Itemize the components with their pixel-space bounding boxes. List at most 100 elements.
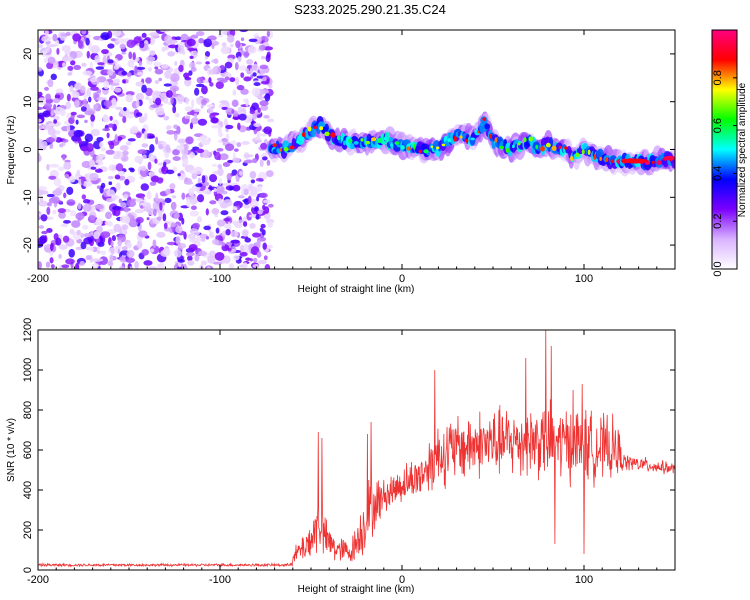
noise-blob — [162, 213, 167, 222]
noise-blob — [175, 235, 181, 245]
noise-blob — [183, 143, 189, 151]
noise-blob — [172, 87, 176, 96]
noise-blob — [147, 161, 152, 171]
noise-blob — [100, 250, 107, 256]
noise-blob — [124, 178, 130, 186]
signal-peak — [330, 132, 336, 138]
noise-blob — [244, 154, 254, 158]
noise-blob — [177, 259, 185, 263]
noise-blob — [53, 119, 58, 124]
noise-blob — [77, 202, 82, 210]
noise-blob — [156, 231, 166, 238]
noise-blob — [214, 151, 221, 161]
noise-blob — [125, 257, 136, 263]
noise-blob — [107, 59, 114, 64]
noise-blob — [146, 266, 157, 269]
noise-blob — [177, 44, 185, 54]
noise-blob — [107, 123, 114, 128]
noise-blob — [172, 105, 177, 114]
signal-mark — [311, 128, 316, 138]
noise-blob — [255, 177, 264, 182]
noise-blob — [82, 98, 88, 108]
noise-blob — [141, 248, 149, 256]
noise-blob — [229, 77, 236, 83]
noise-blob — [127, 59, 135, 68]
noise-blob — [134, 198, 144, 202]
noise-blob — [141, 143, 149, 148]
noise-blob — [161, 166, 166, 172]
noise-blob — [249, 258, 253, 262]
noise-blob — [259, 64, 268, 70]
noise-blob — [224, 143, 235, 152]
noise-blob — [53, 104, 57, 110]
noise-blob — [96, 249, 101, 254]
noise-blob — [82, 203, 92, 212]
noise-blob — [149, 143, 155, 153]
noise-blob — [105, 211, 112, 220]
noise-blob — [189, 122, 194, 130]
noise-blob — [155, 97, 162, 106]
noise-blob — [46, 216, 54, 220]
signal-peak — [430, 145, 434, 149]
signal-peak — [545, 142, 551, 148]
noise-blob — [103, 80, 110, 90]
noise-blob — [62, 235, 70, 243]
noise-blob — [242, 262, 248, 269]
noise-blob — [186, 38, 196, 47]
noise-blob — [256, 195, 260, 202]
noise-blob — [258, 185, 263, 193]
noise-blob — [62, 62, 66, 68]
noise-blob — [252, 63, 259, 72]
noise-blob — [109, 254, 114, 263]
noise-blob — [153, 91, 162, 96]
noise-blob — [97, 241, 105, 247]
noise-blob — [237, 195, 245, 199]
noise-blob — [124, 216, 131, 225]
noise-blob — [235, 40, 241, 49]
noise-blob — [125, 94, 134, 103]
noise-blob — [238, 170, 244, 176]
noise-blob — [106, 132, 110, 139]
noise-blob — [112, 205, 122, 211]
signal-peak — [388, 137, 394, 142]
noise-blob — [236, 205, 241, 211]
noise-blob — [113, 64, 120, 70]
spectrogram-marks — [38, 30, 675, 269]
noise-blob — [250, 187, 258, 196]
noise-blob — [58, 244, 68, 250]
signal-peak — [599, 156, 603, 161]
signal-peak — [459, 135, 463, 139]
noise-blob — [205, 208, 209, 216]
noise-blob — [89, 77, 98, 83]
noise-blob — [197, 118, 208, 126]
noise-blob — [148, 152, 154, 161]
noise-blob — [54, 39, 60, 47]
noise-blob — [248, 214, 258, 218]
noise-blob — [220, 46, 231, 55]
noise-blob — [41, 35, 52, 42]
noise-blob — [82, 70, 93, 76]
noise-blob — [198, 37, 205, 44]
noise-blob — [144, 87, 153, 97]
noise-blob — [58, 211, 66, 219]
noise-blob — [170, 73, 180, 83]
noise-blob — [111, 235, 117, 242]
noise-blob — [182, 158, 189, 166]
noise-blob — [242, 229, 249, 237]
noise-blob — [100, 32, 110, 41]
noise-blob — [104, 221, 109, 226]
noise-blob — [201, 85, 208, 95]
noise-blob — [208, 231, 214, 238]
noise-blob — [115, 182, 121, 191]
noise-blob — [108, 247, 118, 255]
signal-peak — [558, 145, 562, 149]
noise-blob — [139, 40, 145, 49]
signal-peak — [505, 147, 510, 153]
noise-blob — [216, 147, 224, 152]
signal-peak — [604, 157, 609, 162]
noise-blob — [197, 194, 205, 203]
noise-blob — [155, 136, 159, 145]
